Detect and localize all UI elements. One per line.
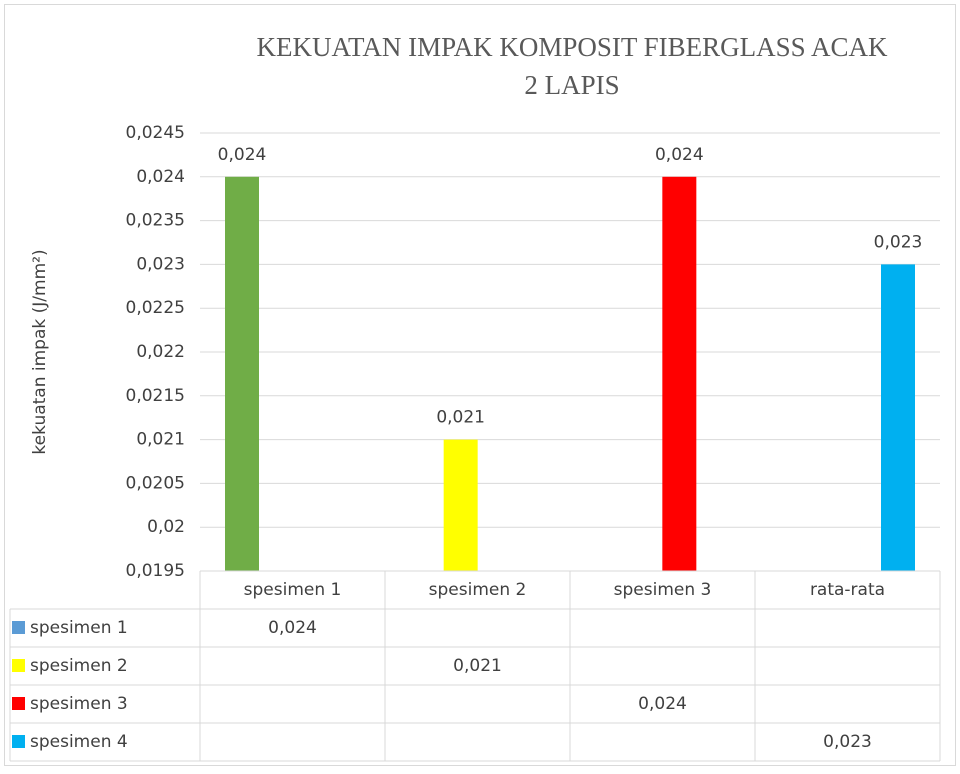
legend-label: spesimen 1 bbox=[30, 618, 128, 638]
legend-key bbox=[12, 621, 25, 634]
chart-title: KEKUATAN IMPAK KOMPOSIT FIBERGLASS ACAK bbox=[257, 32, 888, 62]
x-tick-label: spesimen 2 bbox=[429, 580, 527, 600]
y-tick-label: 0,0245 bbox=[126, 123, 185, 143]
x-tick-label: spesimen 3 bbox=[614, 580, 712, 600]
table-cell: 0,021 bbox=[453, 656, 502, 676]
table-cell: 0,023 bbox=[823, 732, 872, 752]
legend-label: spesimen 2 bbox=[30, 656, 128, 676]
legend-key bbox=[12, 659, 25, 672]
data-label: 0,024 bbox=[655, 145, 704, 165]
y-tick-label: 0,022 bbox=[136, 342, 185, 362]
y-tick-label: 0,0195 bbox=[126, 561, 185, 581]
data-label: 0,024 bbox=[218, 145, 267, 165]
legend-key bbox=[12, 697, 25, 710]
chart-frame bbox=[4, 4, 956, 766]
legend-label: spesimen 3 bbox=[30, 694, 128, 714]
data-label: 0,021 bbox=[436, 408, 485, 428]
table-cell: 0,024 bbox=[268, 618, 317, 638]
y-tick-label: 0,0205 bbox=[126, 473, 185, 493]
bar bbox=[443, 439, 478, 571]
data-label: 0,023 bbox=[874, 232, 923, 252]
bar bbox=[881, 264, 915, 571]
bar bbox=[225, 176, 259, 572]
table-cell: 0,024 bbox=[638, 694, 687, 714]
x-tick-label: spesimen 1 bbox=[244, 580, 342, 600]
bar bbox=[662, 176, 697, 572]
y-axis-label: kekuatan impak (J/mm²) bbox=[30, 249, 50, 454]
legend-key bbox=[12, 735, 25, 748]
legend-label: spesimen 4 bbox=[30, 732, 128, 752]
x-tick-label: rata-rata bbox=[810, 580, 885, 600]
y-tick-label: 0,0235 bbox=[126, 211, 185, 231]
y-tick-label: 0,0215 bbox=[126, 386, 185, 406]
chart-title: 2 LAPIS bbox=[524, 70, 619, 100]
y-tick-label: 0,023 bbox=[136, 254, 185, 274]
y-tick-label: 0,024 bbox=[136, 167, 185, 187]
y-tick-label: 0,02 bbox=[147, 517, 185, 537]
y-tick-label: 0,0225 bbox=[126, 298, 185, 318]
y-tick-label: 0,021 bbox=[136, 430, 185, 450]
